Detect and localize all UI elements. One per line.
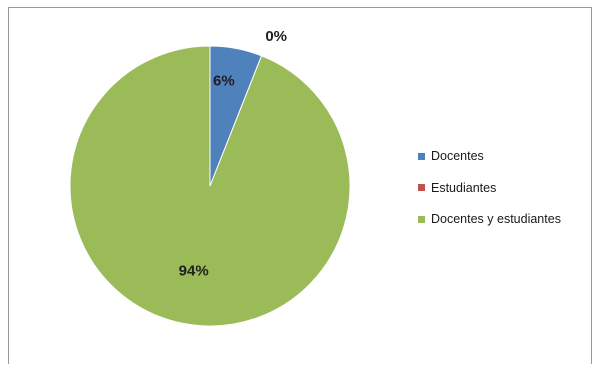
legend-label-docentes-y-estudiantes: Docentes y estudiantes xyxy=(431,212,561,226)
chart-legend: Docentes Estudiantes Docentes y estudian… xyxy=(418,148,594,243)
legend-item-docentes: Docentes xyxy=(418,148,594,164)
legend-item-docentes-y-estudiantes: Docentes y estudiantes xyxy=(418,211,594,227)
data-label-docentes-y-estudiantes: 94% xyxy=(179,262,209,279)
legend-swatch-docentes xyxy=(418,152,425,160)
legend-item-estudiantes: Estudiantes xyxy=(418,180,594,196)
legend-label-docentes: Docentes xyxy=(431,149,484,163)
pie-slice-docentes-y-estudiantes xyxy=(69,45,351,327)
pie-data-labels: 6% 0% 94% xyxy=(179,28,287,279)
legend-swatch-estudiantes xyxy=(418,184,425,191)
legend-swatch-docentes-y-estudiantes xyxy=(418,215,425,223)
legend-label-estudiantes: Estudiantes xyxy=(431,180,497,195)
pie-slices xyxy=(69,45,351,327)
data-label-docentes: 6% xyxy=(213,72,235,89)
data-label-estudiantes: 0% xyxy=(265,28,287,45)
